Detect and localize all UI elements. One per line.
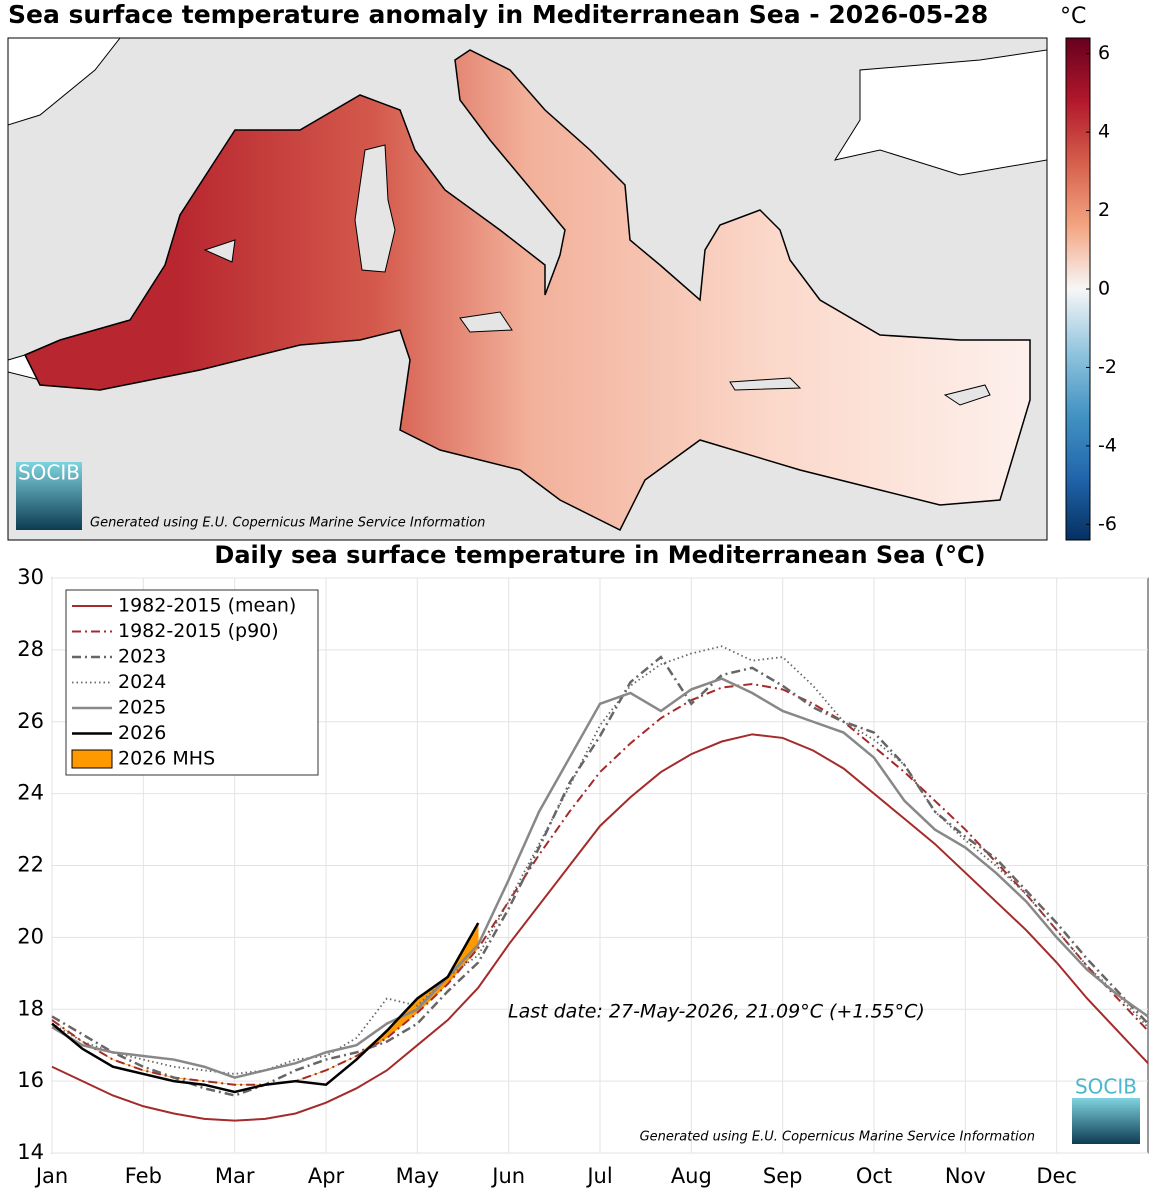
series-line xyxy=(51,655,1149,1097)
y-tick-label: 26 xyxy=(17,709,44,733)
x-tick-label: Apr xyxy=(308,1164,345,1188)
logo xyxy=(16,462,82,530)
logo xyxy=(1072,1098,1140,1144)
annotation: Last date: 27-May-2026, 21.09°C (+1.55°C… xyxy=(508,1001,925,1023)
y-tick-label: 22 xyxy=(17,853,44,877)
series-line xyxy=(51,922,480,1094)
legend-label: 2026 xyxy=(118,722,166,744)
legend-label: 2025 xyxy=(118,697,166,719)
colorbar-ticks: -6 -4 -2 0 2 4 6 xyxy=(1086,42,1117,535)
series-line xyxy=(51,677,1149,1079)
legend-label: 1982-2015 (p90) xyxy=(118,620,279,642)
atlantic xyxy=(7,37,122,126)
credit: Generated using E.U. Copernicus Marine S… xyxy=(90,516,485,531)
y-tick-label: 14 xyxy=(17,1140,44,1164)
x-tick-label: Sep xyxy=(763,1164,803,1188)
x-tick-label: Oct xyxy=(856,1164,892,1188)
y-tick-label: 30 xyxy=(17,565,44,589)
colorbar-tick-label: 2 xyxy=(1098,199,1110,221)
legend-label: 2023 xyxy=(118,646,166,668)
x-tick-label: Nov xyxy=(945,1164,986,1188)
legend-label: 1982-2015 (mean) xyxy=(118,595,296,617)
x-tick-label: Aug xyxy=(671,1164,712,1188)
y-tick-label: 24 xyxy=(17,781,44,805)
island xyxy=(459,311,513,333)
colorbar-tick-label: 4 xyxy=(1098,121,1110,143)
legend-label: 2024 xyxy=(118,671,166,693)
chart-title: Daily sea surface temperature in Mediter… xyxy=(214,541,985,569)
legend-label: 2026 MHS xyxy=(118,748,215,770)
colorbar-tick-label: 0 xyxy=(1098,278,1110,300)
x-tick-label: May xyxy=(396,1164,439,1188)
series-line xyxy=(51,683,1149,1086)
x-tick-label: Jun xyxy=(490,1164,525,1188)
y-tick-label: 18 xyxy=(17,996,44,1020)
x-tick-label: Mar xyxy=(215,1164,255,1188)
logo-text: SOCIB xyxy=(18,461,80,485)
y-tick-label: 16 xyxy=(17,1068,44,1092)
island xyxy=(354,144,396,273)
y-tick-label: 28 xyxy=(17,637,44,661)
colorbar-unit: °C xyxy=(1060,4,1086,29)
credit: Generated using E.U. Copernicus Marine S… xyxy=(640,1130,1035,1145)
series-line xyxy=(51,733,1149,1122)
sea xyxy=(23,49,1031,532)
x-tick-label: Feb xyxy=(125,1164,162,1188)
map-title: Sea surface temperature anomaly in Medit… xyxy=(8,0,988,29)
x-tick-label: Jan xyxy=(34,1164,68,1188)
colorbar-tick-label: -2 xyxy=(1098,356,1117,378)
island xyxy=(203,239,236,263)
black-sea xyxy=(833,38,1048,176)
island xyxy=(729,377,802,391)
x-tick-label: Jul xyxy=(585,1164,612,1188)
legend-swatch xyxy=(71,749,113,769)
colorbar-tick-label: 6 xyxy=(1098,42,1110,64)
island xyxy=(943,384,991,406)
map: SOCIB Generated using E.U. Copernicus Ma… xyxy=(7,37,1048,541)
colorbar-tick-label: -6 xyxy=(1098,513,1117,535)
colorbar-tick-label: -4 xyxy=(1098,434,1117,456)
logo-text: SOCIB xyxy=(1075,1075,1137,1099)
x-tick-label: Dec xyxy=(1036,1164,1077,1188)
y-tick-label: 20 xyxy=(17,924,44,948)
